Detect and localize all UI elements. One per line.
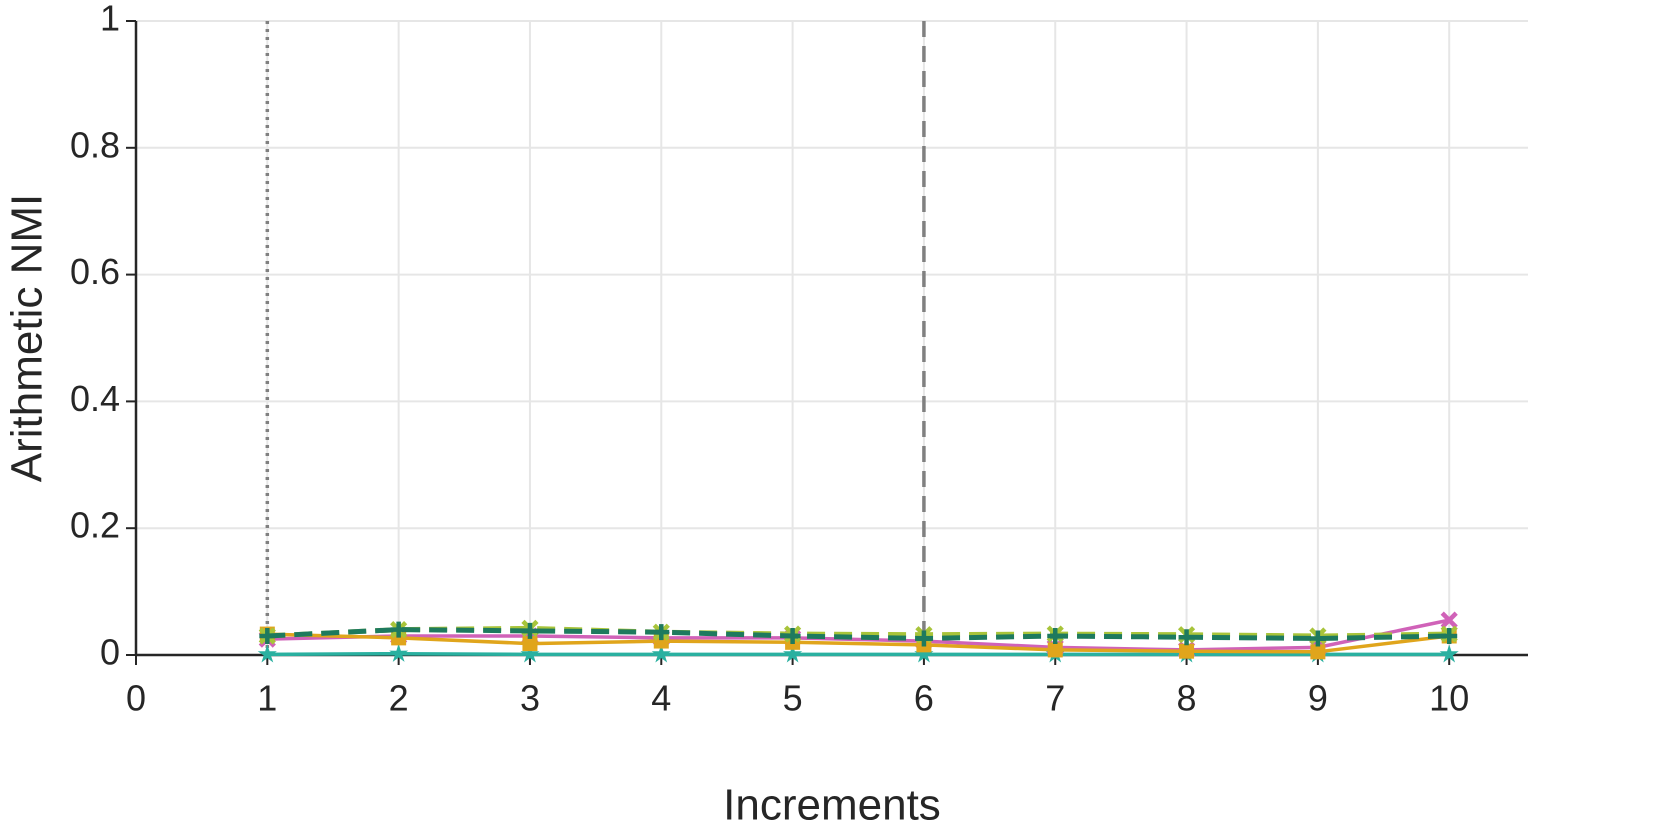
x-tick-label: 10 [1429,678,1469,719]
marker [783,644,803,663]
marker [521,622,538,639]
y-tick-label: 0.4 [70,378,120,419]
marker [1179,643,1195,659]
x-tick-label: 6 [914,678,934,719]
marker [390,621,407,638]
marker [915,630,932,647]
marker [653,624,670,641]
series-line [267,632,1450,654]
marker [1310,644,1326,660]
marker [1047,642,1063,658]
marker [1178,629,1195,646]
x-tick-label: 2 [389,678,409,719]
series-line [267,651,1450,657]
x-tick-label: 0 [126,678,146,719]
marker [389,643,409,662]
marker [257,644,277,663]
y-axis-label: Arithmetic NMI [3,194,52,482]
marker [1439,644,1459,663]
y-tick-label: 0 [100,632,120,673]
marker [1440,611,1458,629]
series-line [267,627,1450,641]
y-tick-label: 0.6 [70,251,120,292]
marker [1309,630,1326,647]
x-axis-label: Increments [723,781,941,830]
y-tick-label: 0.8 [70,124,120,165]
x-tick-label: 1 [257,678,277,719]
marker [784,627,801,644]
series-line [267,618,1450,652]
x-tick-label: 4 [651,678,671,719]
x-tick-label: 3 [520,678,540,719]
x-tick-label: 7 [1045,678,1065,719]
x-tick-label: 8 [1177,678,1197,719]
marker [1047,627,1064,644]
marker [520,644,540,663]
y-tick-label: 0.2 [70,505,120,546]
marker [1441,627,1458,644]
marker [259,627,276,644]
marker [651,644,671,663]
x-tick-label: 9 [1308,678,1328,719]
x-tick-label: 5 [783,678,803,719]
y-tick-label: 1 [100,0,120,39]
